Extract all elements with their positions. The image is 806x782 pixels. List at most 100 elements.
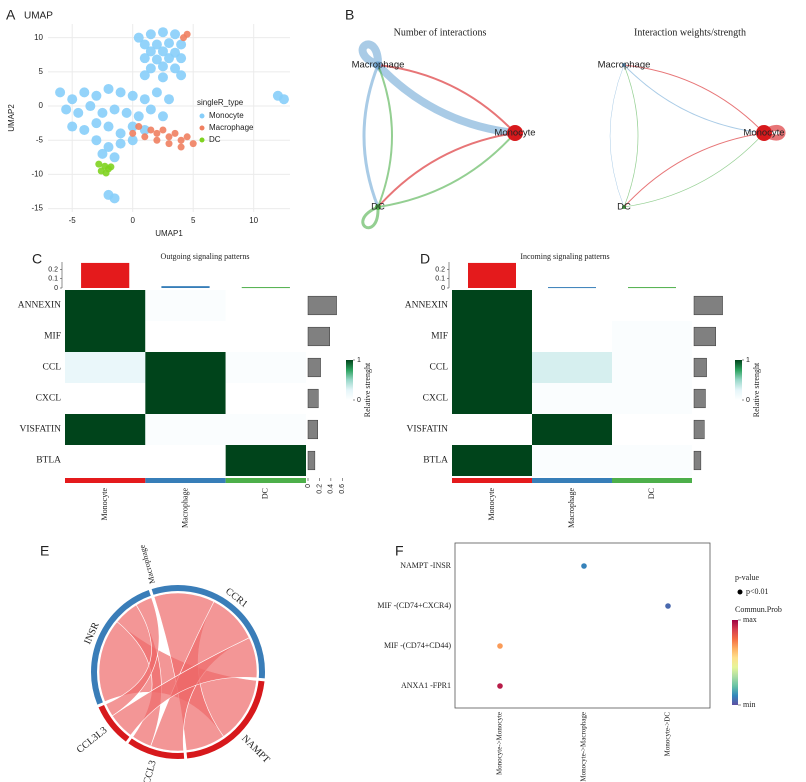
point <box>164 38 174 49</box>
row-label: MIF <box>431 332 448 342</box>
point <box>79 124 90 135</box>
column-strip <box>532 478 612 483</box>
row-label: VISFATIN <box>406 425 448 435</box>
row-label: MIF <box>44 332 61 342</box>
point <box>97 107 108 118</box>
edge <box>361 205 380 230</box>
edge <box>377 64 393 208</box>
node <box>375 204 381 210</box>
point <box>177 136 185 144</box>
point <box>139 53 150 64</box>
point <box>135 123 143 131</box>
y-tick-label: -10 <box>31 170 43 179</box>
point <box>153 136 161 144</box>
sector <box>98 704 130 742</box>
point <box>95 160 103 168</box>
colorbar-tick-label: 1 <box>357 357 361 364</box>
panel-letter: B <box>345 7 354 23</box>
x-tick-label: Monocyte->DC <box>664 712 672 757</box>
point <box>164 94 174 105</box>
point <box>170 63 181 74</box>
point <box>180 34 188 42</box>
x-tick-label: 0 <box>130 216 135 225</box>
edge <box>623 132 765 208</box>
point <box>109 104 120 115</box>
edge <box>374 61 519 137</box>
x-tick-label: -5 <box>69 216 77 225</box>
point <box>107 163 115 171</box>
node <box>375 62 381 68</box>
heat-cell <box>612 445 692 476</box>
top-bar <box>468 262 516 288</box>
point <box>170 29 181 40</box>
heat-cell <box>225 321 306 352</box>
point <box>165 140 173 148</box>
point <box>164 53 174 64</box>
right-tick-label: 0 <box>305 484 312 488</box>
column-label: DC <box>647 488 656 499</box>
y-tick-label: 10 <box>34 33 43 42</box>
point <box>165 133 173 141</box>
y-tick-label: -5 <box>36 135 44 144</box>
heat-cell <box>452 290 532 321</box>
legend-swatch <box>199 125 205 131</box>
heat-cell <box>145 445 226 476</box>
point <box>145 46 156 57</box>
colorbar <box>346 360 353 400</box>
colorbar-tick-label: 0 <box>746 397 750 404</box>
point <box>97 148 108 159</box>
edge <box>623 132 765 208</box>
x-tick-label: 5 <box>191 216 196 225</box>
colorbar-tick-label: max <box>743 615 757 624</box>
point <box>115 138 126 149</box>
node <box>622 63 626 67</box>
point <box>109 193 120 204</box>
sector-label: CCL3 <box>142 759 159 782</box>
column-strip <box>452 478 532 483</box>
column-label: Macrophage <box>567 488 576 528</box>
point <box>115 87 126 98</box>
point <box>139 124 150 135</box>
right-tick-label: 0.4 <box>328 484 335 494</box>
point <box>145 29 156 40</box>
column-label: Macrophage <box>180 488 189 528</box>
dot <box>497 643 503 649</box>
column-strip <box>612 478 692 483</box>
point <box>159 126 167 134</box>
point <box>85 101 96 112</box>
right-tick-label: 0.2 <box>316 484 323 494</box>
column-strip <box>145 478 226 483</box>
heat-cell <box>65 383 146 414</box>
heat-cell <box>145 321 226 352</box>
heat-cell <box>452 321 532 352</box>
right-tick-label: 0.6 <box>339 484 346 494</box>
point <box>151 39 162 50</box>
edge <box>362 63 380 209</box>
point <box>157 72 168 83</box>
heat-cell <box>452 383 532 414</box>
point <box>157 27 168 38</box>
sector <box>186 680 265 759</box>
row-label: CXCL <box>423 394 449 404</box>
row-label: CCL <box>43 363 62 373</box>
point <box>91 118 102 129</box>
point <box>67 121 78 132</box>
heat-cell <box>532 352 612 383</box>
y-tick-label: MIF -(CD74+CXCR4) <box>377 601 451 610</box>
heat-cell <box>65 321 146 352</box>
top-tick-label: 0.1 <box>48 276 58 283</box>
point <box>145 104 156 115</box>
y-tick-label: NAMPT -INSR <box>400 561 451 570</box>
point <box>127 135 138 146</box>
right-bar <box>693 419 705 440</box>
heat-cell <box>532 321 612 352</box>
node-label: DC <box>371 202 385 213</box>
colorbar-tick-label: 1 <box>746 357 750 364</box>
point <box>133 111 144 122</box>
right-bar <box>307 295 337 316</box>
x-tick-label: 10 <box>249 216 258 225</box>
top-tick-label: 0.2 <box>435 266 445 273</box>
point <box>109 152 120 163</box>
node <box>756 125 772 141</box>
dot <box>581 563 587 569</box>
